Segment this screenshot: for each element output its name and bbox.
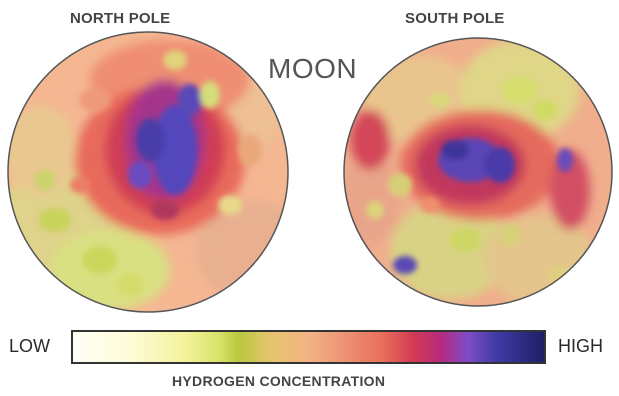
scale-low-label: LOW [9,336,51,356]
north-pole-label: NORTH POLE [70,10,171,27]
south-pole-outline [343,37,613,307]
moon-title: MOON [268,53,358,84]
north-pole-map [8,32,288,312]
scale-caption: HYDROGEN CONCENTRATION [172,373,386,389]
scale-high-label: HIGH [558,336,603,356]
north-pole-outline [7,31,289,313]
south-pole-label: SOUTH POLE [405,10,505,27]
polar-maps [7,31,613,313]
hydrogen-color-scale [71,330,546,364]
south-pole-map [344,38,612,306]
